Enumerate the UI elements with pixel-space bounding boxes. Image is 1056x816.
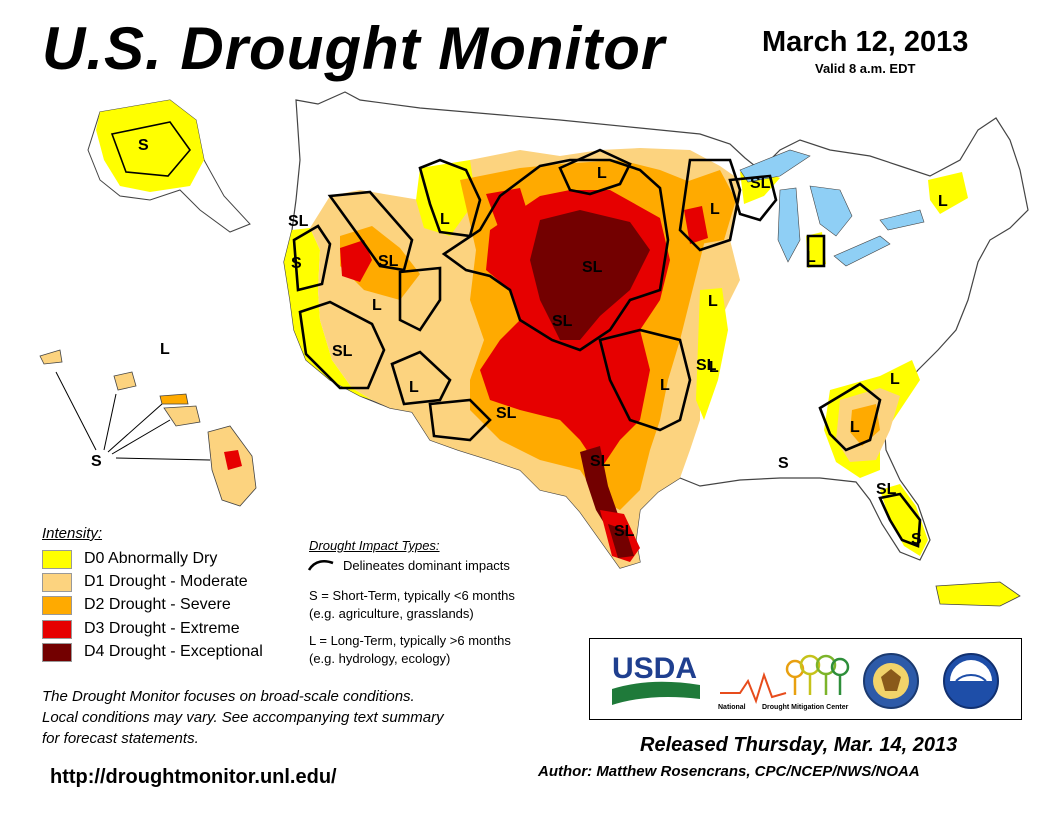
- legend-label: D1 Drought - Moderate: [84, 573, 248, 590]
- long-term-desc: L = Long-Term, typically >6 months: [309, 633, 511, 648]
- map-label: SL: [288, 213, 309, 230]
- map-label: SL: [378, 253, 399, 270]
- map-label: SL: [582, 259, 603, 276]
- map-label: S: [911, 531, 922, 548]
- map-label: L: [409, 379, 419, 396]
- logo-strip: USDA National Drought Mitigation Center: [612, 652, 999, 711]
- map-label: L: [440, 211, 450, 228]
- note-line: for forecast statements.: [42, 730, 199, 747]
- author-credit: Author: Matthew Rosencrans, CPC/NCEP/NWS…: [538, 763, 920, 780]
- legend-label: D4 Drought - Exceptional: [84, 643, 263, 660]
- new-england-d0: [928, 172, 968, 214]
- map-title: U.S. Drought Monitor: [42, 15, 666, 82]
- legend-swatch-d1: [42, 572, 72, 592]
- alaska-impact-line: [110, 121, 192, 177]
- legend-item-d4: D4 Drought - Exceptional: [42, 642, 263, 662]
- michigan-d0: [806, 232, 826, 268]
- hawaii-islands: [39, 349, 257, 507]
- map-label: L: [597, 165, 607, 182]
- puerto-rico: [935, 581, 1021, 607]
- commerce-seal: [863, 653, 919, 709]
- map-label: L: [709, 359, 719, 376]
- map-label: L: [160, 341, 170, 358]
- legend-label: D3 Drought - Extreme: [84, 620, 240, 637]
- note-line: The Drought Monitor focuses on broad-sca…: [42, 688, 415, 705]
- south-texas-d4: [608, 524, 634, 558]
- short-term-desc: S = Short-Term, typically <6 months: [309, 588, 515, 603]
- map-label: SL: [590, 453, 611, 470]
- hawaii-pointer-lines: [55, 371, 211, 461]
- usda-logo: USDA: [612, 652, 700, 705]
- map-label: SL: [332, 343, 353, 360]
- disclaimer-note: The Drought Monitor focuses on broad-sca…: [42, 686, 444, 749]
- release-date: Released Thursday, Mar. 14, 2013: [640, 734, 958, 756]
- mississippi-valley-d0: [696, 288, 728, 420]
- nevada-d3: [340, 240, 372, 282]
- map-label: S: [91, 453, 102, 470]
- map-label: SL: [496, 405, 517, 422]
- website-link[interactable]: http://droughtmonitor.unl.edu/: [50, 766, 337, 788]
- impact-lines: [292, 148, 922, 548]
- svg-text:USDA: USDA: [612, 652, 697, 685]
- map-date: March 12, 2013: [762, 26, 969, 58]
- southeast-d2: [850, 404, 880, 446]
- partner-logos: USDA National Drought Mitigation Center: [589, 638, 1022, 720]
- lake-superior: [739, 149, 811, 183]
- legend-item-d3: D3 Drought - Extreme: [42, 619, 240, 639]
- florida-d0: [880, 484, 928, 556]
- impact-line-icon: [307, 559, 334, 571]
- map-label: SL: [876, 481, 897, 498]
- legend-swatch-d3: [42, 619, 72, 639]
- valid-time: Valid 8 a.m. EDT: [815, 61, 916, 76]
- intensity-legend-title: Intensity:: [42, 525, 103, 542]
- legend-item-d0: D0 Abnormally Dry: [42, 549, 217, 569]
- lake-erie: [833, 235, 891, 267]
- impact-line-desc: Delineates dominant impacts: [343, 557, 510, 573]
- map-label: SL: [696, 357, 717, 374]
- legend-swatch-d0: [42, 549, 72, 569]
- map-label: L: [890, 371, 900, 388]
- map-label: S: [291, 255, 302, 272]
- legend-item-d2: D2 Drought - Severe: [42, 595, 231, 615]
- svg-text:National: National: [718, 704, 746, 711]
- map-label: SL: [552, 313, 573, 330]
- map-label: L: [710, 201, 720, 218]
- lake-michigan: [777, 187, 801, 263]
- map-label: S: [138, 137, 149, 154]
- map-label: S: [778, 455, 789, 472]
- map-label: L: [806, 249, 816, 266]
- svg-text:Drought Mitigation Center: Drought Mitigation Center: [762, 704, 849, 711]
- lake-huron: [809, 185, 853, 237]
- legend-swatch-d2: [42, 595, 72, 615]
- note-line: Local conditions may vary. See accompany…: [42, 709, 444, 726]
- map-label: L: [850, 419, 860, 436]
- plains-d4: [530, 210, 650, 340]
- impact-labels: S SL S SL L SL L L SL SL L L L SL SL SL …: [91, 137, 948, 548]
- map-label: L: [660, 377, 670, 394]
- legend-item-d1: D1 Drought - Moderate: [42, 572, 248, 592]
- map-label: SL: [614, 523, 635, 540]
- map-label: L: [938, 193, 948, 210]
- map-label: SL: [750, 175, 771, 192]
- impact-types-title: Drought Impact Types:: [309, 538, 440, 553]
- drought-map: S SL S SL L SL L L SL SL L L L SL SL SL …: [39, 91, 1029, 607]
- long-term-example: (e.g. hydrology, ecology): [309, 651, 451, 666]
- alaska-d0: [96, 100, 204, 192]
- montana-d0: [416, 160, 476, 236]
- legend-swatch-d4: [42, 642, 72, 662]
- ndmc-logo: National Drought Mitigation Center: [718, 654, 850, 711]
- map-label: L: [708, 293, 718, 310]
- noaa-logo: [943, 653, 999, 709]
- legend-label: D0 Abnormally Dry: [84, 550, 218, 567]
- minnesota-d3: [684, 206, 708, 244]
- impact-line-legend: Delineates dominant impacts: [307, 557, 510, 573]
- lake-ontario: [879, 209, 925, 231]
- map-label: L: [372, 297, 382, 314]
- west-coast-d0: [284, 228, 372, 400]
- short-term-example: (e.g. agriculture, grasslands): [309, 606, 474, 621]
- legend-label: D2 Drought - Severe: [84, 596, 231, 613]
